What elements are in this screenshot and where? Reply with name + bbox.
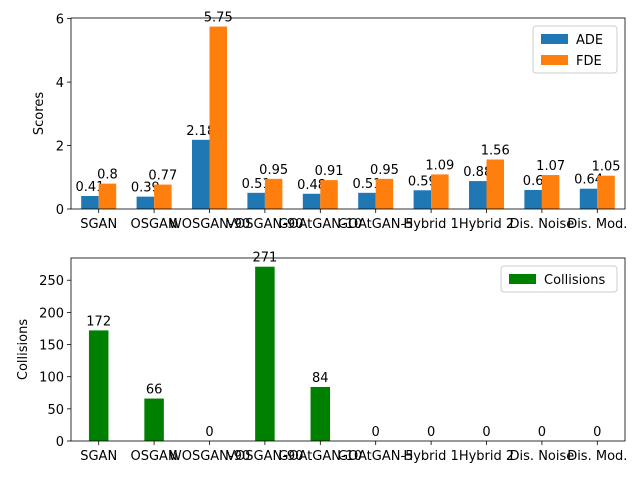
legend-swatch bbox=[541, 34, 568, 44]
x-tick-label: Dis. Mod. bbox=[567, 449, 627, 464]
data-label: 0.51 bbox=[242, 177, 271, 192]
data-label: 0 bbox=[538, 425, 546, 440]
data-label: 0 bbox=[205, 425, 213, 440]
x-tick-label: VOSGAN-90 bbox=[226, 217, 303, 232]
x-tick-label: OSGAN bbox=[131, 449, 178, 464]
data-label: 0.41 bbox=[75, 180, 104, 195]
x-tick-label: SGAN bbox=[80, 217, 117, 232]
data-label: 0.39 bbox=[131, 181, 160, 196]
bar-fde bbox=[486, 159, 504, 209]
legend: ADE FDE bbox=[532, 25, 618, 74]
y-axis-label: Collisions bbox=[16, 319, 31, 380]
data-label: 0.64 bbox=[574, 173, 603, 188]
bar-collisions bbox=[310, 386, 331, 441]
scores-chart: 0.41 0.39 2.18 0.51 0.48 0.51 0.59 0.88 0.6 0.64 0… bbox=[32, 11, 627, 232]
y-tick-label: 6 bbox=[56, 13, 64, 28]
data-label: 0.88 bbox=[463, 165, 492, 180]
data-label: 1.05 bbox=[592, 160, 621, 175]
bar-fde bbox=[597, 175, 615, 209]
bar-ade bbox=[302, 193, 321, 209]
data-label: 0.95 bbox=[370, 163, 399, 178]
bar-fde bbox=[264, 178, 283, 209]
data-label: 0.48 bbox=[297, 178, 326, 193]
bar-fde bbox=[375, 178, 394, 209]
data-label: 2.18 bbox=[186, 124, 215, 139]
x-tick-label: Hybrid 1 bbox=[403, 217, 458, 232]
x-tick-label: OSGAN bbox=[131, 217, 178, 232]
x-tick-label: WOSGAN-90 bbox=[169, 217, 250, 232]
legend-label: ADE bbox=[576, 33, 603, 48]
y-tick-label: 0 bbox=[56, 435, 64, 450]
bar-ade bbox=[579, 188, 598, 209]
plot-frame bbox=[70, 17, 626, 210]
y-tick-label: 50 bbox=[47, 403, 64, 418]
bar-collisions bbox=[255, 266, 275, 441]
legend-box bbox=[532, 25, 618, 74]
y-tick-label: 0 bbox=[56, 203, 64, 218]
legend: Collisions bbox=[500, 265, 618, 293]
bar-ade bbox=[192, 139, 210, 209]
y-tick-label: 250 bbox=[39, 274, 64, 289]
data-label: 1.07 bbox=[536, 159, 565, 174]
data-label: 1.56 bbox=[481, 144, 510, 159]
data-label: 0.8 bbox=[97, 168, 118, 183]
x-tick-label: Dis. Noise bbox=[510, 217, 575, 232]
bar-fde bbox=[98, 183, 117, 209]
x-tick-label: WOSGAN-90 bbox=[169, 449, 250, 464]
x-tick-label: GOAtGAN-10 bbox=[278, 217, 362, 232]
legend-swatch bbox=[541, 55, 568, 65]
x-tick-label: GOAtGAN-10 bbox=[278, 449, 362, 464]
bar-collisions bbox=[144, 398, 164, 441]
bar-ade bbox=[413, 190, 432, 209]
legend-label: Collisions bbox=[544, 273, 605, 288]
bar-fde bbox=[154, 184, 172, 209]
y-tick-label: 200 bbox=[39, 306, 64, 321]
bar-fde bbox=[320, 180, 338, 209]
data-label: 0 bbox=[482, 425, 490, 440]
data-label: 66 bbox=[146, 383, 163, 398]
x-tick-label: Dis. Mod. bbox=[567, 217, 627, 232]
data-label: 0.95 bbox=[259, 163, 288, 178]
y-tick-label: 2 bbox=[56, 140, 64, 155]
y-axis-label: Scores bbox=[32, 92, 47, 135]
x-tick-label: GOAtGAN-5 bbox=[338, 217, 414, 232]
y-tick-label: 150 bbox=[39, 339, 64, 354]
data-label: 1.09 bbox=[425, 158, 454, 173]
bar-fde bbox=[541, 175, 560, 209]
bar-ade bbox=[358, 192, 376, 209]
data-label: 0.77 bbox=[148, 169, 177, 184]
bar-collisions bbox=[88, 330, 109, 441]
data-label: 0.51 bbox=[352, 177, 381, 192]
y-tick-label: 100 bbox=[39, 371, 64, 386]
legend-box bbox=[500, 265, 618, 293]
data-label: 0 bbox=[593, 425, 601, 440]
bar-ade bbox=[524, 189, 542, 209]
x-tick-label: Dis. Noise bbox=[510, 449, 575, 464]
legend-swatch bbox=[509, 274, 536, 284]
bar-ade bbox=[136, 196, 155, 209]
y-tick-label: 4 bbox=[56, 76, 64, 91]
data-label: 0.59 bbox=[408, 174, 437, 189]
plot-frame bbox=[70, 257, 626, 442]
bar-fde bbox=[431, 174, 449, 209]
data-label: 0.6 bbox=[523, 174, 544, 189]
x-tick-label: VOSGAN-90 bbox=[226, 449, 303, 464]
data-label: 0 bbox=[372, 425, 380, 440]
bar-ade bbox=[81, 195, 99, 209]
data-label: 0 bbox=[427, 425, 435, 440]
x-tick-label: SGAN bbox=[80, 449, 117, 464]
x-tick-label: Hybrid 2 bbox=[459, 217, 514, 232]
x-tick-label: Hybrid 2 bbox=[459, 449, 514, 464]
data-label: 172 bbox=[86, 314, 111, 329]
bar-ade bbox=[469, 181, 487, 209]
x-tick-label: Hybrid 1 bbox=[403, 449, 458, 464]
bar-ade bbox=[247, 192, 265, 209]
data-label: 0.91 bbox=[315, 164, 344, 179]
x-tick-label: GOAtGAN-5 bbox=[338, 449, 414, 464]
legend-label: FDE bbox=[576, 54, 602, 69]
bar-fde bbox=[209, 26, 227, 210]
data-label: 84 bbox=[312, 371, 329, 386]
